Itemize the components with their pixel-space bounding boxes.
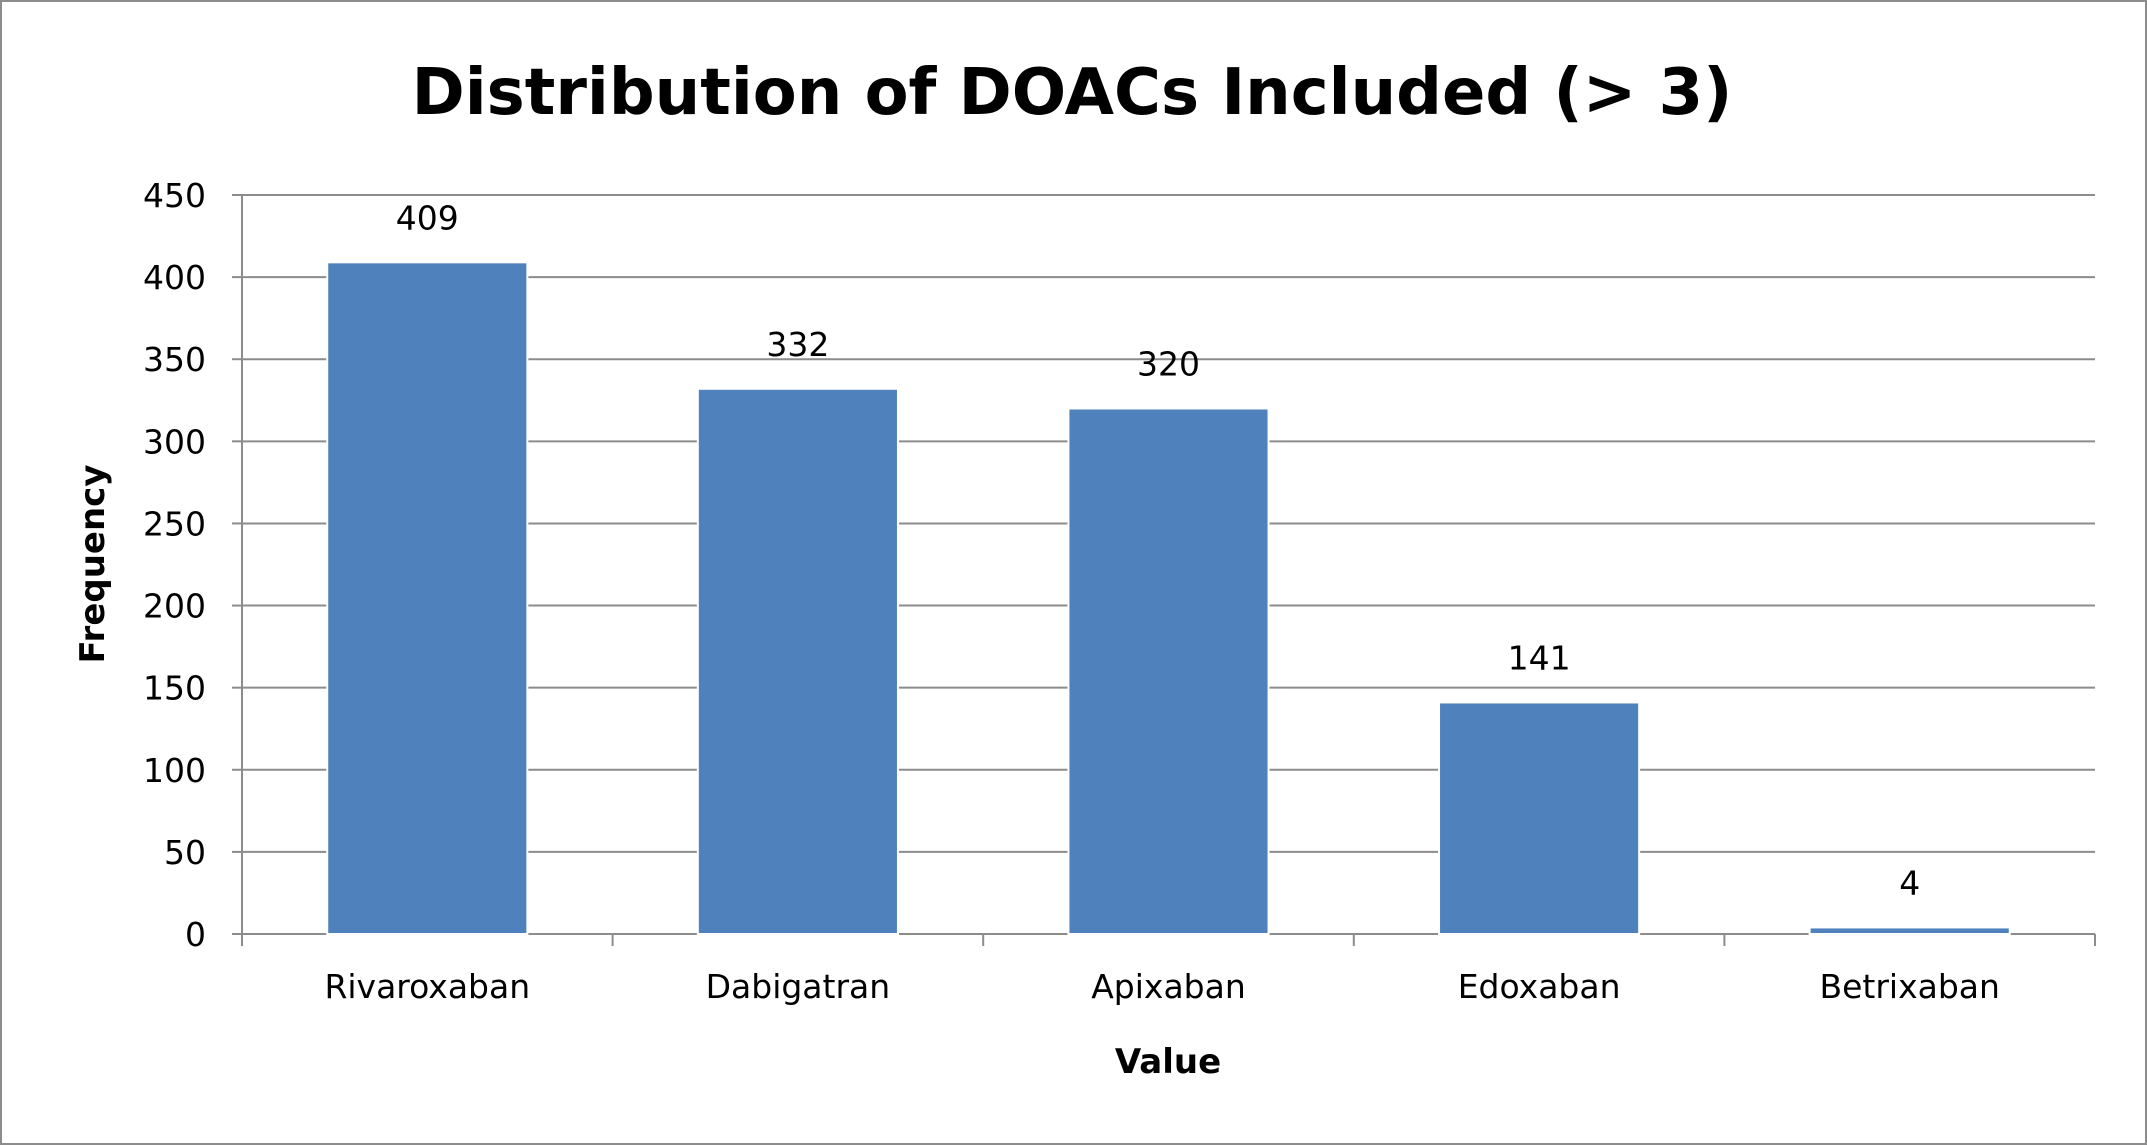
bars xyxy=(326,261,2011,935)
data-labels: 409 332 320 141 4 xyxy=(396,198,1920,902)
y-tick-label: 50 xyxy=(164,833,206,872)
x-tick-label: Apixaban xyxy=(1091,967,1246,1006)
tick-labels: 0 50 100 150 200 250 300 350 400 450 Rivaroxaban Da… xyxy=(143,176,2000,1006)
bar-betrixaban xyxy=(1808,926,2011,935)
data-label-dabigatran: 332 xyxy=(766,325,829,364)
data-label-betrixaban: 4 xyxy=(1899,863,1920,902)
y-tick-label: 250 xyxy=(143,504,206,543)
y-tick-label: 100 xyxy=(143,751,206,790)
data-label-apixaban: 320 xyxy=(1137,344,1200,383)
data-label-edoxaban: 141 xyxy=(1508,638,1571,677)
x-tick-label: Dabigatran xyxy=(706,967,891,1006)
chart-title: Distribution of DOACs Included (> 3) xyxy=(412,56,1733,130)
bar-edoxaban xyxy=(1438,701,1641,935)
y-axis-title: Frequency xyxy=(73,464,113,663)
y-tick-label: 0 xyxy=(185,915,206,954)
x-tick-label: Rivaroxaban xyxy=(324,967,530,1006)
bar-rivaroxaban xyxy=(326,261,529,935)
bar-dabigatran xyxy=(696,387,899,935)
y-tick-label: 150 xyxy=(143,669,206,708)
bar-apixaban xyxy=(1067,407,1270,935)
x-tick-label: Edoxaban xyxy=(1458,967,1621,1006)
y-tick-label: 450 xyxy=(143,176,206,215)
y-tick-label: 300 xyxy=(143,422,206,461)
data-label-rivaroxaban: 409 xyxy=(396,198,459,237)
y-tick-label: 200 xyxy=(143,587,206,626)
x-axis-title: Value xyxy=(1115,1042,1221,1082)
y-tick-label: 350 xyxy=(143,340,206,379)
x-tick-label: Betrixaban xyxy=(1819,967,1999,1006)
y-tick-label: 400 xyxy=(143,258,206,297)
